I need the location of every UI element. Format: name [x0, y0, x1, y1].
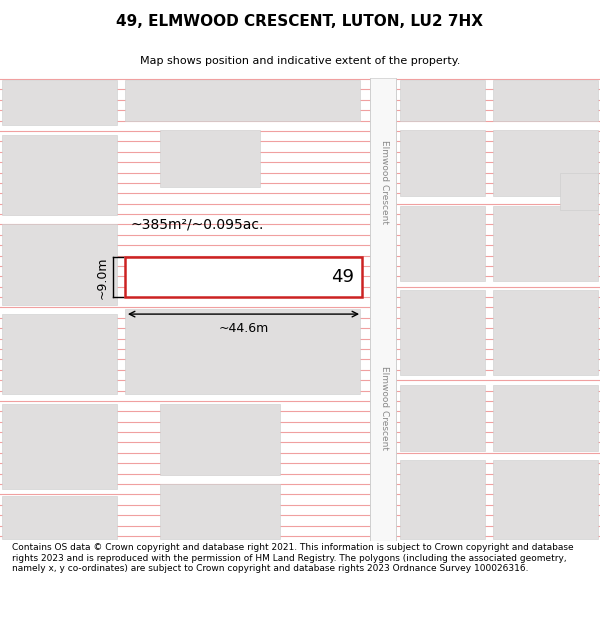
Text: ~44.6m: ~44.6m — [218, 322, 269, 334]
Bar — [160, 484, 280, 539]
Bar — [400, 130, 485, 196]
Bar — [2, 496, 117, 539]
Text: 49, ELMWOOD CRESCENT, LUTON, LU2 7HX: 49, ELMWOOD CRESCENT, LUTON, LU2 7HX — [116, 14, 484, 29]
Bar — [400, 461, 485, 539]
Bar — [160, 404, 280, 474]
Text: Elmwood Crescent: Elmwood Crescent — [380, 366, 389, 451]
Bar — [493, 291, 598, 376]
Bar — [2, 404, 117, 489]
Text: ~9.0m: ~9.0m — [96, 256, 109, 299]
Bar — [400, 80, 485, 121]
Bar — [560, 173, 598, 210]
Bar — [2, 224, 117, 304]
Bar — [493, 385, 598, 451]
Bar — [400, 206, 485, 281]
Text: ~385m²/~0.095ac.: ~385m²/~0.095ac. — [130, 217, 263, 231]
Text: Map shows position and indicative extent of the property.: Map shows position and indicative extent… — [140, 56, 460, 66]
Bar — [2, 314, 117, 394]
Text: Contains OS data © Crown copyright and database right 2021. This information is : Contains OS data © Crown copyright and d… — [12, 543, 574, 573]
Bar — [160, 130, 260, 187]
Bar — [493, 80, 598, 121]
Bar — [2, 135, 117, 215]
Text: 49: 49 — [331, 268, 354, 286]
Bar — [493, 206, 598, 281]
Bar — [400, 385, 485, 451]
Bar — [400, 291, 485, 376]
Bar — [493, 461, 598, 539]
Bar — [2, 80, 117, 126]
Bar — [125, 309, 360, 394]
Bar — [125, 258, 362, 297]
Text: Elmwood Crescent: Elmwood Crescent — [380, 140, 389, 224]
Bar — [125, 80, 360, 121]
Bar — [493, 130, 598, 196]
Bar — [370, 78, 396, 541]
